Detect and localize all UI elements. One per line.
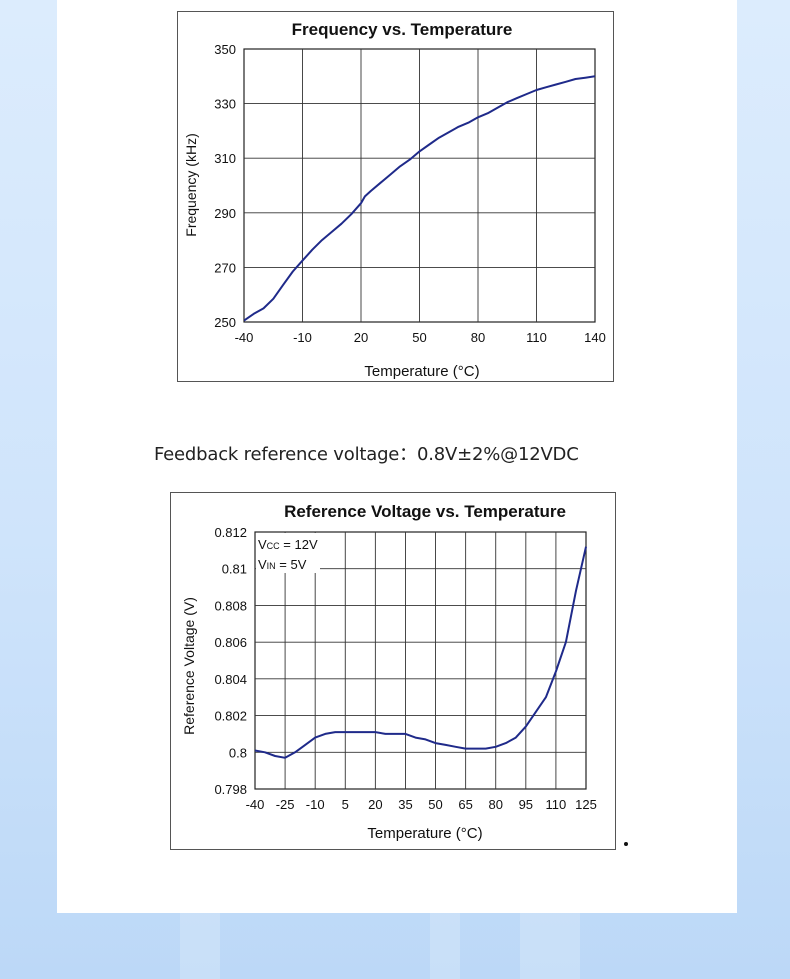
content-panel: Frequency vs. Temperature Temperature (°…	[57, 0, 737, 913]
y-tick-label: 0.8	[229, 745, 247, 760]
x-axis-label: Temperature (°C)	[364, 363, 479, 380]
plot-border	[254, 531, 587, 790]
x-tick-label: 20	[368, 797, 382, 812]
x-tick-label: 50	[412, 330, 426, 345]
x-tick-label: 80	[471, 330, 485, 345]
x-tick-label: -10	[293, 330, 312, 345]
y-tick-label: 350	[214, 42, 236, 57]
x-tick-label: 110	[546, 797, 567, 812]
y-tick-label: 330	[214, 97, 236, 112]
y-axis-label: Reference Voltage (V)	[181, 597, 197, 735]
frequency-chart: Frequency vs. Temperature Temperature (°…	[177, 11, 614, 382]
y-tick-label: 290	[214, 206, 236, 221]
x-tick-label: 80	[488, 797, 502, 812]
chart-title: Reference Voltage vs. Temperature	[284, 502, 566, 521]
series-group	[244, 75, 595, 322]
y-tick-label: 0.798	[214, 782, 247, 797]
x-tick-label: 110	[526, 330, 547, 345]
x-tick-label: 65	[458, 797, 472, 812]
trailing-dot	[624, 842, 628, 846]
plot-area	[254, 531, 587, 790]
y-tick-label: 270	[214, 260, 236, 275]
series-line	[254, 546, 587, 759]
x-tick-label: 95	[519, 797, 533, 812]
caption-text: Feedback reference voltage：0.8V±2%@12VDC	[154, 444, 579, 465]
y-axis-label: Frequency (kHz)	[183, 133, 199, 236]
annotation-box	[256, 533, 320, 573]
x-tick-label: 140	[584, 330, 606, 345]
x-tick-label: -40	[235, 330, 254, 345]
y-tick-label: 0.806	[214, 635, 247, 650]
x-tick-label: -40	[246, 797, 265, 812]
series-line	[244, 75, 595, 322]
frequency-chart-svg: Frequency vs. Temperature Temperature (°…	[183, 20, 606, 380]
y-tick-label: 310	[214, 151, 236, 166]
annotation-subscript: CC	[267, 541, 280, 551]
x-tick-label: -25	[276, 797, 295, 812]
x-tick-label: 35	[398, 797, 412, 812]
y-tick-label: 250	[214, 315, 236, 330]
annotation-subscript: IN	[267, 561, 276, 571]
x-tick-label: 5	[342, 797, 349, 812]
reference-voltage-chart: Reference Voltage vs. Temperature Temper…	[170, 492, 616, 850]
x-tick-label: 20	[354, 330, 368, 345]
annotation-text: VCC = 12V	[258, 537, 318, 552]
plot-area	[243, 48, 596, 323]
annotation-symbol: V	[258, 537, 267, 552]
x-tick-label: 125	[575, 797, 597, 812]
annotation-value: = 12V	[280, 537, 318, 552]
annotation-value: = 5V	[276, 557, 307, 572]
y-tick-label: 0.808	[214, 598, 247, 613]
y-tick-label: 0.81	[222, 562, 247, 577]
y-tick-label: 0.812	[214, 525, 247, 540]
x-tick-label: -10	[306, 797, 325, 812]
annotation-text: VIN = 5V	[258, 557, 307, 572]
y-tick-label: 0.802	[214, 709, 247, 724]
x-tick-label: 50	[428, 797, 442, 812]
chart-title: Frequency vs. Temperature	[292, 20, 513, 39]
x-axis-label: Temperature (°C)	[367, 825, 482, 842]
annotation-symbol: V	[258, 557, 267, 572]
y-tick-label: 0.804	[214, 672, 247, 687]
reference-voltage-chart-svg: Reference Voltage vs. Temperature Temper…	[181, 502, 597, 842]
